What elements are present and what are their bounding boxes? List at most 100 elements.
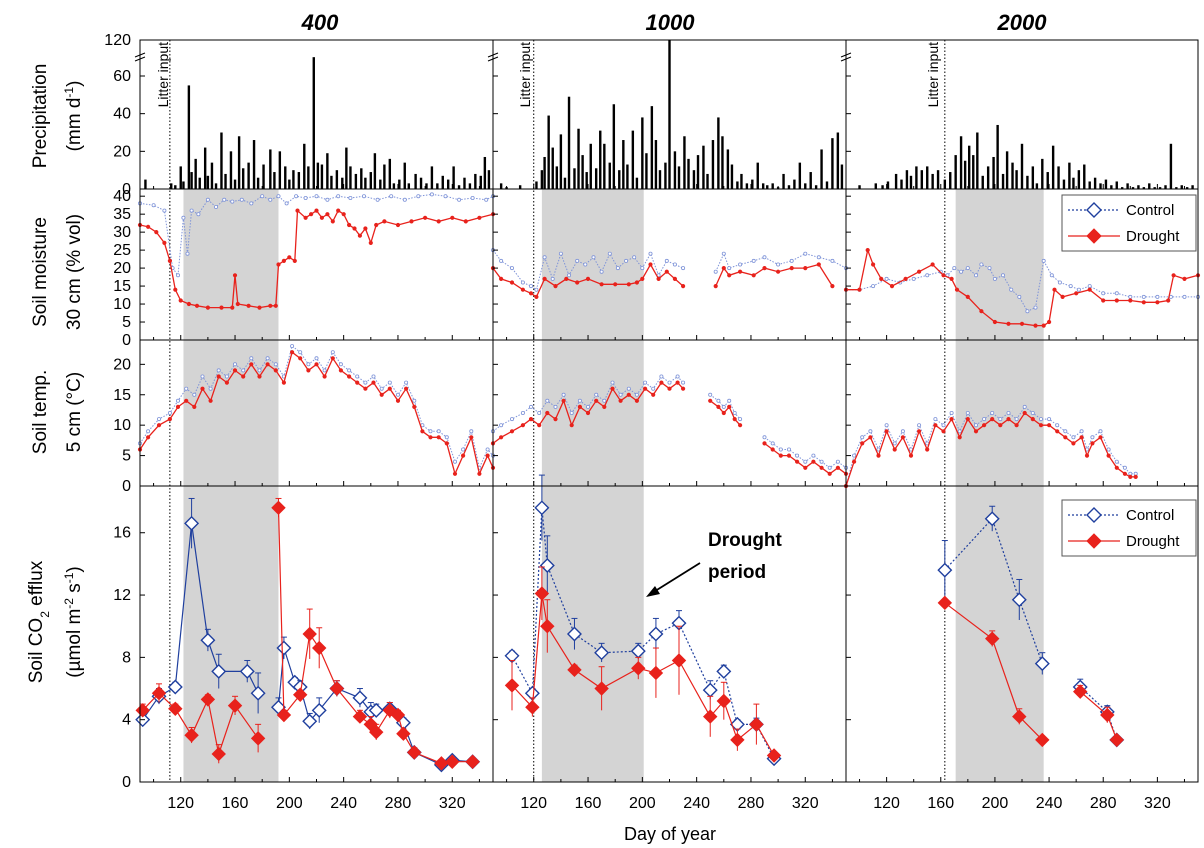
temperature-drought-1000-point-9 (569, 423, 574, 428)
efflux-drought-400-point-1-12 (407, 745, 422, 760)
precip-bar-1000-266 (730, 164, 734, 189)
moisture-control-400-point-9 (205, 197, 210, 202)
temperature-drought-400-point-21 (314, 362, 319, 367)
precip-bar-400-270 (383, 164, 386, 189)
temperature-control-400-point-12 (241, 368, 246, 373)
efflux-control-2000-line-0 (944, 517, 1043, 664)
temperature-label-line2: 5 cm (°C) (64, 372, 85, 452)
precip-bar-400-170 (247, 162, 250, 189)
moisture-control-400-point-13 (239, 197, 244, 202)
temperature-control-400-point-15 (265, 356, 270, 361)
precipitation-label-line1: Precipitation (30, 64, 51, 169)
efflux-drought-2000-line-0 (944, 602, 1043, 741)
efflux-drought-400-point-1-5 (329, 681, 345, 696)
moisture-drought-400-point-4 (167, 258, 172, 263)
moisture-drought-400-point-42 (450, 215, 455, 220)
precip-bar-2000-117 (881, 185, 884, 189)
moisture-control-1000-point-19 (648, 251, 653, 256)
precip-bar-2000-338 (1180, 185, 1183, 189)
efflux-drought-400-point-0-5 (211, 746, 226, 762)
precip-bar-2000-220 (1020, 143, 1024, 189)
temperature-control-400-point-28 (371, 374, 376, 379)
temperature-drought-2000-point-28 (1071, 441, 1076, 446)
moisture-control-2000-point-29 (1128, 294, 1133, 299)
precip-bar-2000-247 (1057, 166, 1060, 189)
precip-bar-1000-122 (535, 181, 538, 189)
precip-bar-1000-220 (668, 40, 671, 189)
moisture-control-1000-point-10 (575, 258, 580, 263)
moisture-drought-1000-point-31 (830, 283, 835, 289)
temperature-drought-2000-point-29 (1079, 435, 1084, 440)
precip-bar-2000-342 (1185, 187, 1189, 189)
precip-bar-400-221 (316, 162, 320, 189)
temperature-control-400-point-31 (395, 392, 400, 397)
precip-bar-2000-255 (1068, 162, 1071, 189)
moisture-drought-2000-point-21 (1060, 294, 1065, 299)
temperature-control-2000-point-14 (957, 429, 962, 434)
temperature-control-1000-point-19 (651, 386, 656, 391)
moisture-label-line2: 30 cm (% vol) (64, 214, 85, 330)
legend-efflux: Control Drought (1061, 499, 1197, 557)
temperature-drought-400-point-9 (216, 374, 221, 379)
efflux-drought-1000-point-0-13 (766, 748, 782, 763)
temperature-label-line1: Soil temp. (30, 370, 51, 454)
temperature-drought-1000-point-37 (819, 465, 824, 470)
moisture-control-2000-point-31 (1155, 294, 1160, 299)
axis-break-2 (840, 52, 852, 62)
moisture-control-1000-point-18 (640, 266, 645, 271)
efflux-unit-label: (µmol m-2 s-1) (62, 566, 85, 677)
moisture-drought-400-point-24 (308, 212, 314, 217)
precip-bar-400-197 (284, 166, 287, 189)
precip-bar-1000-126 (540, 170, 544, 189)
precip-bar-2000-195 (986, 166, 990, 189)
moisture-control-400-point-10 (213, 204, 218, 209)
ytick-label-r2-2: 10 (113, 417, 131, 434)
moisture-drought-1000-point-17 (656, 276, 661, 281)
moisture-control-2000-point-19 (1025, 309, 1030, 314)
axes-and-ticks: 0204060120051015202530354005101520048121… (104, 32, 1185, 812)
moisture-drought-2000-point-7 (916, 269, 922, 274)
precip-bar-2000-112 (874, 183, 877, 189)
precip-bar-400-126 (187, 85, 191, 189)
efflux-drought-2000-point-0-0 (937, 595, 953, 611)
precip-bar-400-329 (463, 177, 466, 189)
efflux-drought-400-point-0-7 (250, 731, 266, 746)
temperature-drought-1000-point-17 (634, 398, 640, 403)
axis-break-1 (487, 52, 499, 62)
xtick-label-c1-320: 320 (792, 795, 819, 812)
efflux-control-400-point-1-1 (276, 640, 292, 656)
precip-bar-400-347 (487, 170, 491, 189)
temperature-drought-2000-point-17 (981, 423, 987, 428)
temperature-drought-400-point-34 (420, 429, 425, 434)
moisture-drought-2000-point-25 (1114, 298, 1119, 303)
moisture-control-400-point-6 (185, 251, 190, 256)
temperature-drought-1000-point-18 (642, 386, 648, 391)
precip-bar-1000-143 (563, 177, 567, 189)
temperature-control-400-point-36 (436, 429, 441, 434)
precip-bar-400-293 (414, 173, 417, 189)
precipitation-unit-label: (mm d-1) (62, 81, 85, 152)
efflux-control-400-point-0-3 (184, 515, 200, 531)
efflux-drought-2000-point-1-1 (1100, 707, 1115, 723)
precip-bar-400-249 (354, 173, 358, 189)
precip-bar-2000-266 (1083, 164, 1086, 189)
precip-bar-400-211 (303, 143, 306, 189)
temperature-drought-400-point-26 (355, 380, 360, 385)
moisture-drought-2000-point-27 (1141, 300, 1146, 305)
moisture-drought-400-point-43 (463, 219, 468, 224)
precip-bar-2000-163 (943, 179, 947, 189)
temperature-control-1000-point-13 (602, 398, 607, 403)
temperature-drought-2000-line-0 (845, 412, 1136, 487)
temperature-drought-1000-point-28 (732, 416, 737, 422)
precip-bar-2000-318 (1153, 187, 1156, 189)
moisture-drought-1000-point-8 (564, 276, 569, 281)
drought-period-arrow-head (646, 586, 660, 597)
moisture-control-1000-point-2 (509, 266, 514, 271)
moisture-drought-400-point-37 (382, 219, 387, 224)
temperature-drought-400-point-1 (146, 435, 151, 440)
precip-bar-1000-210 (654, 140, 658, 189)
efflux-drought-1000-point-0-10 (716, 693, 732, 709)
moisture-drought-400-point-1 (146, 224, 151, 229)
precip-bar-400-281 (398, 179, 401, 189)
precip-bar-1000-200 (641, 117, 644, 189)
